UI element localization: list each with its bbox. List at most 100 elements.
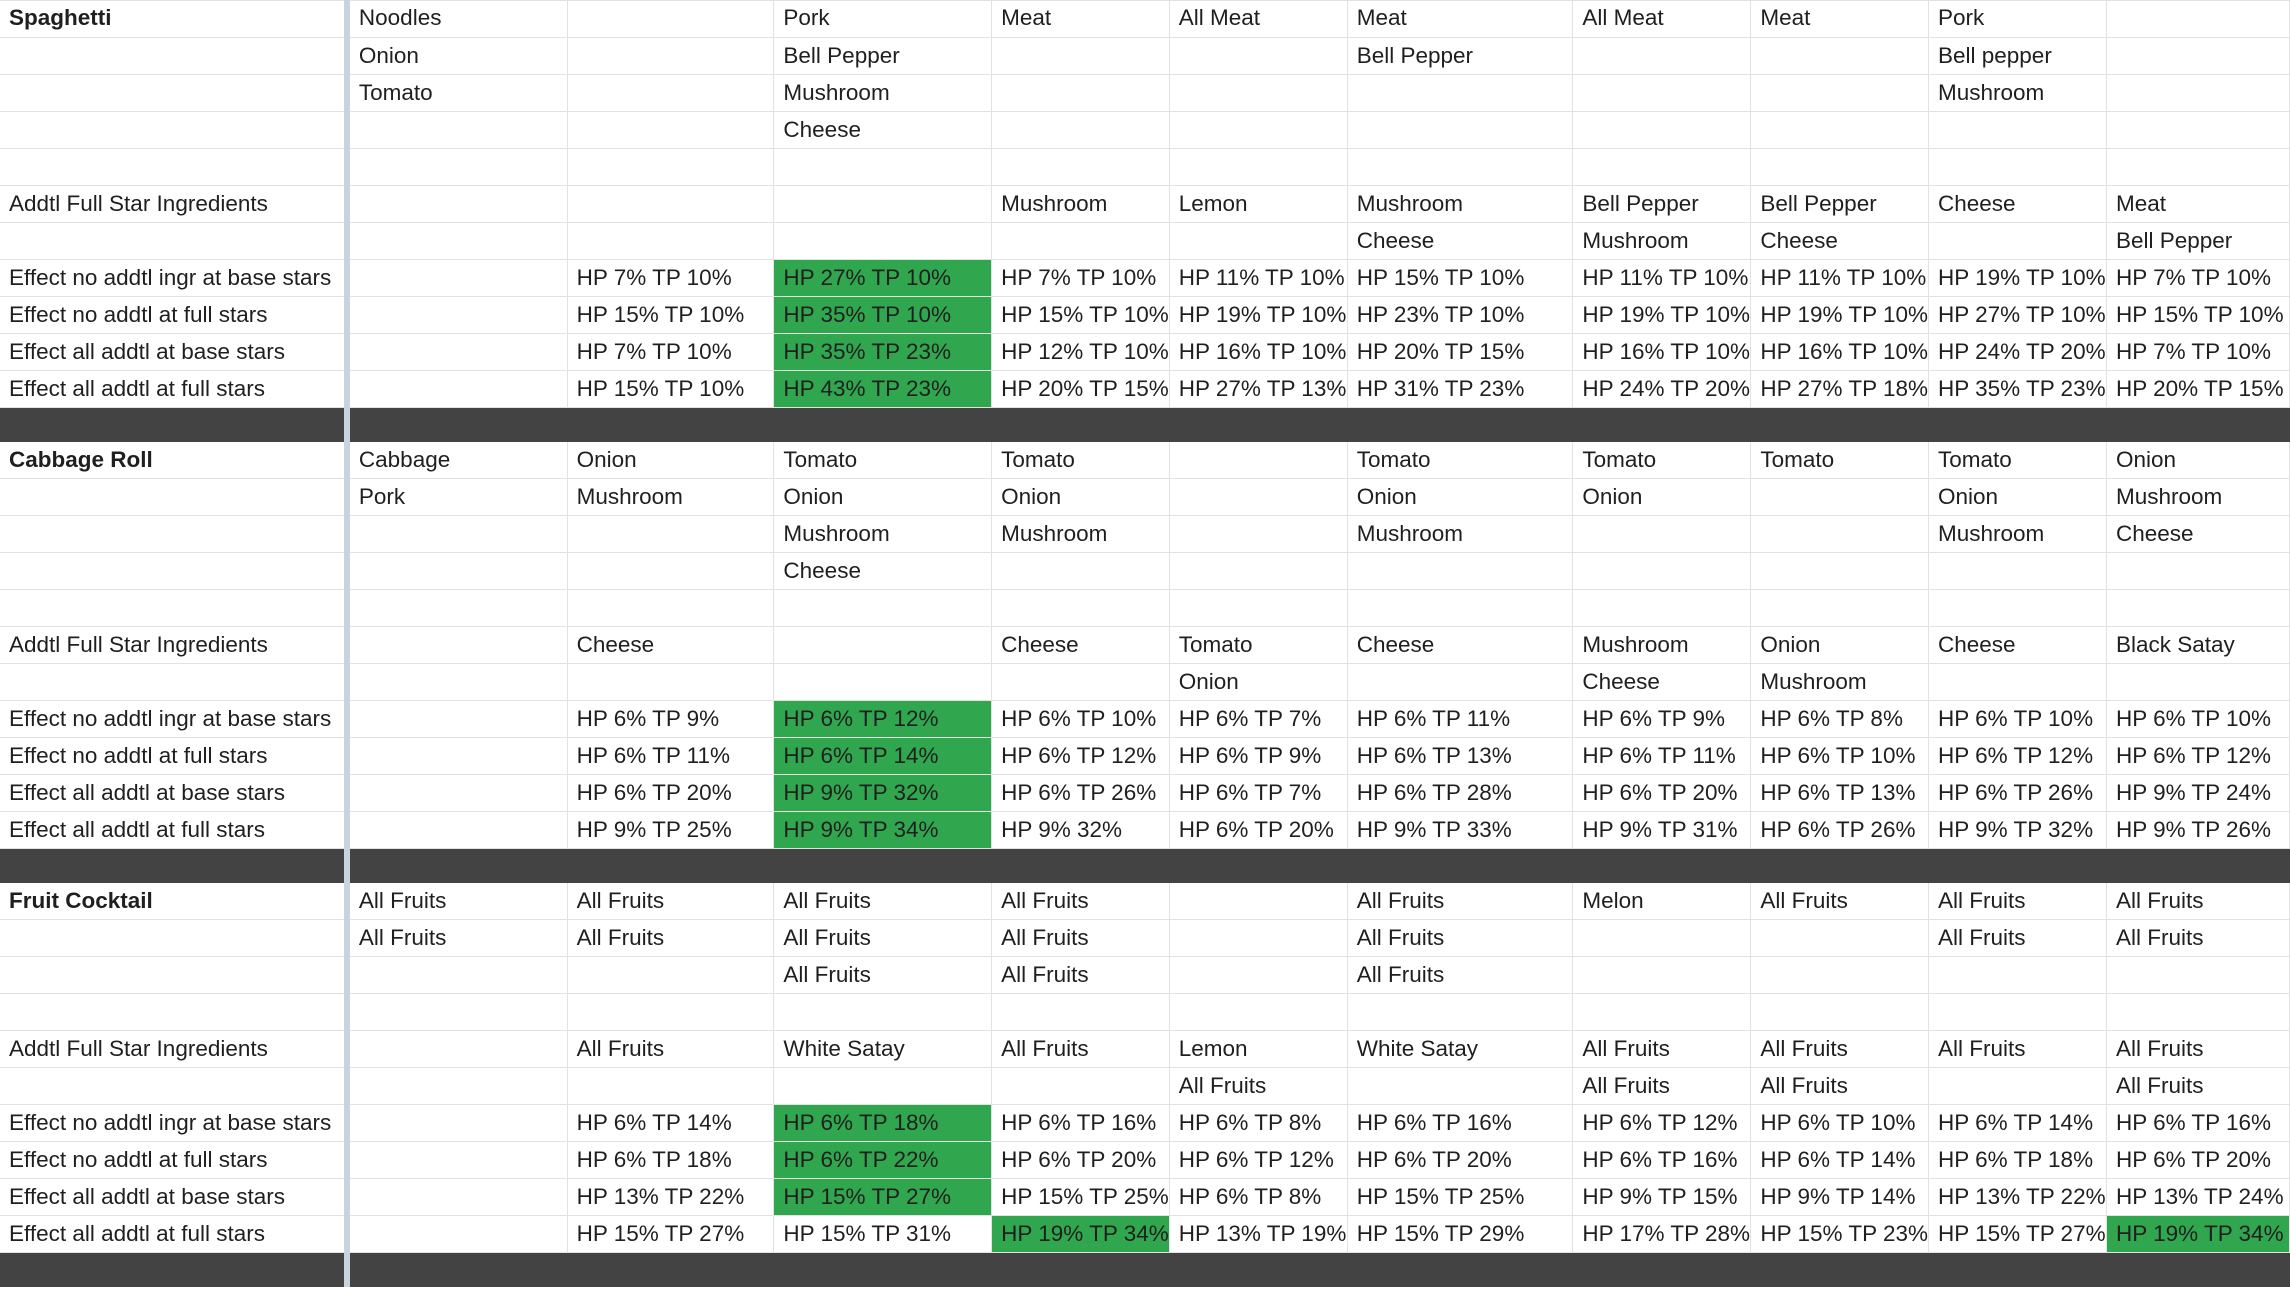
grid-cell[interactable]: HP 9% TP 25% (567, 811, 775, 849)
grid-cell[interactable] (346, 552, 568, 590)
separator-cell[interactable] (567, 1252, 775, 1287)
grid-cell[interactable] (2106, 993, 2290, 1031)
grid-cell[interactable]: All Fruits (2106, 882, 2290, 920)
grid-cell[interactable] (567, 515, 775, 553)
grid-cell[interactable] (773, 1067, 993, 1105)
grid-cell[interactable]: HP 17% TP 28% (1572, 1215, 1752, 1253)
grid-cell[interactable]: All Fruits (991, 919, 1170, 957)
row-label-cell[interactable] (0, 919, 350, 957)
grid-cell[interactable] (346, 296, 568, 334)
grid-cell[interactable]: All Fruits (2106, 919, 2290, 957)
grid-cell[interactable] (2106, 37, 2290, 75)
grid-cell[interactable]: HP 6% TP 8% (1169, 1104, 1348, 1142)
grid-cell[interactable]: All Fruits (991, 882, 1170, 920)
grid-cell[interactable]: HP 6% TP 9% (567, 700, 775, 738)
grid-cell[interactable]: All Fruits (1347, 882, 1574, 920)
grid-cell[interactable]: HP 6% TP 18% (567, 1141, 775, 1179)
grid-cell[interactable]: HP 6% TP 12% (1572, 1104, 1752, 1142)
grid-cell[interactable] (1572, 515, 1752, 553)
separator-cell[interactable] (1572, 407, 1752, 442)
grid-cell[interactable]: Cheese (1347, 222, 1574, 260)
grid-cell[interactable]: Lemon (1169, 1030, 1348, 1068)
grid-cell[interactable]: All Fruits (567, 919, 775, 957)
grid-cell[interactable] (1347, 148, 1574, 186)
grid-cell[interactable]: HP 15% TP 10% (567, 370, 775, 408)
grid-cell[interactable] (1572, 74, 1752, 112)
grid-cell[interactable]: Onion (1572, 478, 1752, 516)
separator-cell[interactable] (1750, 848, 1929, 883)
grid-cell[interactable]: All Fruits (1169, 1067, 1348, 1105)
row-label-cell[interactable]: Effect no addtl at full stars (0, 296, 350, 334)
grid-cell[interactable]: HP 6% TP 16% (1572, 1141, 1752, 1179)
grid-cell[interactable] (346, 589, 568, 627)
row-label-cell[interactable]: Effect all addtl at full stars (0, 370, 350, 408)
grid-cell[interactable] (1750, 37, 1929, 75)
grid-cell[interactable] (1928, 589, 2107, 627)
grid-cell[interactable] (1169, 919, 1348, 957)
grid-cell[interactable] (1572, 919, 1752, 957)
separator-cell[interactable] (346, 848, 568, 883)
grid-cell[interactable] (1928, 1067, 2107, 1105)
grid-cell[interactable]: HP 6% TP 20% (1347, 1141, 1574, 1179)
grid-cell[interactable]: HP 6% TP 20% (991, 1141, 1170, 1179)
grid-cell[interactable] (1928, 993, 2107, 1031)
separator-cell[interactable] (991, 848, 1170, 883)
grid-cell[interactable]: HP 19% TP 10% (1750, 296, 1929, 334)
grid-cell[interactable]: Tomato (1572, 441, 1752, 479)
grid-cell[interactable] (567, 663, 775, 701)
grid-cell[interactable] (1572, 552, 1752, 590)
grid-cell[interactable]: HP 6% TP 10% (991, 700, 1170, 738)
grid-cell[interactable]: HP 15% TP 10% (567, 296, 775, 334)
grid-cell[interactable] (346, 222, 568, 260)
grid-cell[interactable]: Tomato (1347, 441, 1574, 479)
grid-cell[interactable] (1750, 111, 1929, 149)
grid-cell[interactable]: Mushroom (1572, 222, 1752, 260)
grid-cell[interactable]: HP 27% TP 18% (1750, 370, 1929, 408)
dish-name-cell[interactable]: Fruit Cocktail (0, 882, 350, 920)
grid-cell[interactable]: Pork (1928, 0, 2107, 38)
grid-cell[interactable] (2106, 552, 2290, 590)
grid-cell[interactable]: All Fruits (1750, 882, 1929, 920)
grid-cell[interactable] (1169, 74, 1348, 112)
row-label-cell[interactable] (0, 111, 350, 149)
grid-cell[interactable]: HP 9% TP 31% (1572, 811, 1752, 849)
grid-cell[interactable] (346, 1030, 568, 1068)
grid-cell[interactable]: HP 15% TP 10% (1347, 259, 1574, 297)
grid-cell[interactable]: HP 6% TP 7% (1169, 700, 1348, 738)
grid-cell[interactable]: HP 6% TP 13% (1347, 737, 1574, 775)
row-label-cell[interactable]: Effect all addtl at base stars (0, 774, 350, 812)
grid-cell[interactable] (1750, 478, 1929, 516)
grid-cell[interactable]: HP 6% TP 14% (1928, 1104, 2107, 1142)
grid-cell[interactable]: Onion (1750, 626, 1929, 664)
grid-cell[interactable] (991, 222, 1170, 260)
row-label-cell[interactable] (0, 993, 350, 1031)
grid-cell[interactable] (1169, 37, 1348, 75)
grid-cell[interactable]: HP 27% TP 10% (1928, 296, 2107, 334)
grid-cell[interactable] (991, 993, 1170, 1031)
grid-cell[interactable] (346, 737, 568, 775)
grid-cell[interactable]: HP 20% TP 15% (2106, 370, 2290, 408)
grid-cell[interactable]: Cheese (2106, 515, 2290, 553)
grid-cell[interactable]: HP 6% TP 26% (1750, 811, 1929, 849)
grid-cell[interactable] (2106, 663, 2290, 701)
grid-cell[interactable]: HP 6% TP 13% (1750, 774, 1929, 812)
grid-cell[interactable] (567, 0, 775, 38)
grid-cell[interactable] (773, 626, 993, 664)
grid-cell[interactable]: White Satay (773, 1030, 993, 1068)
grid-cell[interactable]: HP 6% TP 20% (567, 774, 775, 812)
grid-cell[interactable]: HP 6% TP 12% (2106, 737, 2290, 775)
grid-cell[interactable] (991, 74, 1170, 112)
grid-cell[interactable] (1347, 1067, 1574, 1105)
grid-cell[interactable]: Pork (346, 478, 568, 516)
grid-cell[interactable]: HP 6% TP 28% (1347, 774, 1574, 812)
grid-cell[interactable] (1750, 993, 1929, 1031)
separator-cell[interactable] (773, 1252, 993, 1287)
separator-cell[interactable] (0, 848, 350, 883)
grid-cell[interactable]: Bell Pepper (1750, 185, 1929, 223)
grid-cell[interactable]: Lemon (1169, 185, 1348, 223)
grid-cell[interactable] (1750, 74, 1929, 112)
grid-cell[interactable]: All Fruits (1928, 919, 2107, 957)
grid-cell[interactable] (1572, 993, 1752, 1031)
grid-cell[interactable]: HP 19% TP 10% (1572, 296, 1752, 334)
highlighted-cell[interactable]: HP 6% TP 12% (773, 700, 993, 738)
